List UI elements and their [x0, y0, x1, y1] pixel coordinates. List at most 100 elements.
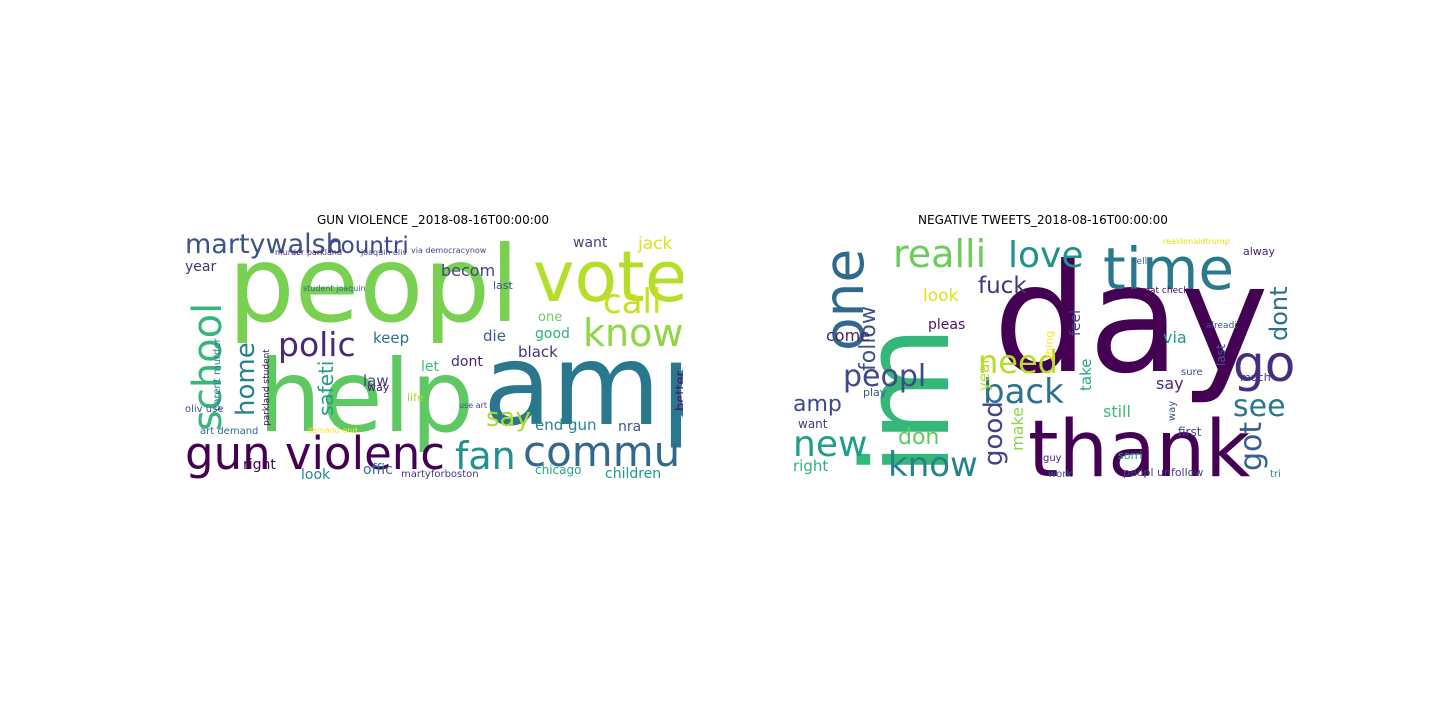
- word-1: day: [993, 233, 1269, 407]
- word-17: jack: [637, 234, 672, 254]
- word-45: automat check: [1121, 286, 1189, 296]
- word-39: sorri: [1118, 449, 1142, 462]
- word-50: tell: [1133, 257, 1147, 267]
- word-36: right: [243, 457, 276, 473]
- word-4: one: [812, 249, 876, 351]
- word-44: tri: [1270, 469, 1281, 480]
- word-2: help: [258, 338, 474, 455]
- word-48: use art: [459, 401, 487, 410]
- word-33: chicago: [535, 463, 581, 477]
- word-21: one: [538, 310, 562, 325]
- wordcloud-svg-negative-tweets: day im thank one time realli love go new…: [793, 232, 1293, 481]
- word-18: good: [979, 401, 1009, 466]
- word-34: offic: [363, 462, 393, 478]
- word-41: guy: [1043, 453, 1062, 464]
- word-30: nra: [618, 419, 641, 435]
- wordcloud-svg-gun-violence: peopl help amp vote gun violenc commun f…: [185, 231, 683, 481]
- word-49: realdonaldtrump: [1163, 237, 1230, 246]
- word-47: student joaquin: [303, 284, 366, 293]
- word-35: look: [301, 467, 331, 481]
- word-21: don: [898, 425, 939, 450]
- word-24: say: [1156, 374, 1184, 393]
- word-15: say: [486, 403, 531, 433]
- word-12: peopl: [843, 359, 926, 394]
- word-29: want: [798, 417, 828, 431]
- wordcloud-image-gun-violence: peopl help amp vote gun violenc commun f…: [183, 231, 683, 481]
- word-10: know: [888, 445, 978, 481]
- word-48: way: [1167, 401, 1178, 421]
- word-37: first: [1178, 425, 1202, 439]
- word-3: amp: [483, 321, 683, 451]
- word-11: martywalsh: [185, 231, 343, 260]
- word-43: alway: [1243, 245, 1276, 258]
- word-50: via democracynow: [411, 246, 487, 255]
- word-3: thank: [1028, 405, 1250, 481]
- word-49: demand end: [307, 426, 357, 435]
- word-8: go: [1233, 335, 1293, 393]
- word-30: make: [1008, 407, 1027, 451]
- word-14: see: [1233, 389, 1286, 424]
- word-18: year: [185, 259, 216, 275]
- word-23: look: [923, 286, 959, 306]
- word-11: back: [983, 372, 1064, 412]
- word-40: work: [1048, 469, 1072, 480]
- word-26: law: [363, 372, 389, 390]
- word-9: new: [793, 424, 867, 465]
- word-45: murder parkland: [275, 248, 342, 257]
- word-42: art demand: [200, 426, 258, 437]
- word-46: alreadi: [1206, 321, 1237, 331]
- word-32: feel: [1068, 310, 1084, 336]
- word-42: thing: [1043, 331, 1056, 359]
- panel-title-gun-violence: GUN VIOLENCE _2018-08-16T00:00:00: [316, 213, 550, 227]
- word-12: countri: [328, 233, 409, 259]
- word-10: call: [603, 282, 661, 322]
- word-19: follow: [856, 306, 881, 371]
- word-32: children: [605, 466, 661, 481]
- word-23: black: [518, 343, 558, 361]
- word-24: die: [483, 327, 506, 345]
- word-31: take: [1077, 359, 1095, 391]
- word-13: polic: [278, 325, 356, 364]
- wordcloud-image-negative-tweets: day im thank one time realli love go new…: [793, 231, 1293, 481]
- word-22: come: [826, 326, 870, 345]
- word-4: vote: [533, 236, 683, 318]
- word-22: good: [535, 326, 570, 342]
- word-6: commun: [523, 427, 683, 476]
- word-6: realli: [893, 232, 986, 276]
- word-28: right: [793, 457, 828, 475]
- word-39: way: [367, 381, 390, 394]
- word-27: let: [421, 359, 440, 375]
- word-25: keep: [373, 329, 409, 347]
- word-20: amp: [793, 392, 842, 417]
- word-28: dont: [451, 354, 483, 370]
- word-16: fuck: [978, 273, 1027, 299]
- word-14: home: [231, 342, 261, 416]
- word-16: safeti: [314, 361, 338, 416]
- word-13: need: [978, 343, 1058, 381]
- word-38: life: [407, 391, 424, 404]
- word-34: play: [863, 386, 887, 399]
- word-37: martyforboston: [401, 469, 479, 480]
- word-1: peopl: [228, 231, 519, 346]
- word-5: gun violenc: [185, 427, 445, 480]
- word-44: parkland student: [262, 349, 272, 426]
- word-35: last: [1214, 344, 1228, 366]
- word-41: parent murder: [212, 338, 223, 411]
- word-20: want: [573, 235, 608, 251]
- word-36: much: [1240, 371, 1271, 384]
- word-25: via: [1163, 328, 1187, 347]
- word-5: time: [1103, 235, 1234, 303]
- word-17: dont: [1265, 286, 1293, 341]
- word-7: love: [1008, 235, 1083, 276]
- word-19: becom: [441, 261, 495, 280]
- word-2: im: [838, 326, 977, 476]
- word-29: end gun: [535, 416, 597, 434]
- word-9: know: [583, 311, 683, 355]
- word-43: oliv use: [185, 404, 223, 415]
- word-31: better: [674, 371, 683, 411]
- word-7: fan: [455, 434, 516, 478]
- word-27: year: [975, 357, 993, 391]
- word-26: still: [1103, 402, 1131, 421]
- word-40: last: [493, 279, 514, 292]
- word-15: got: [1234, 422, 1269, 471]
